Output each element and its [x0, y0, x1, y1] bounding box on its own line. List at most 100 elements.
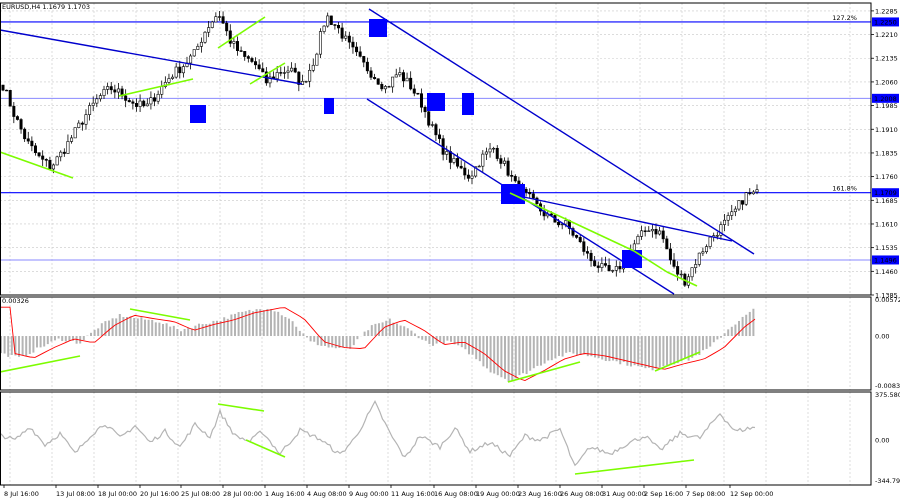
candle-body[interactable]	[434, 124, 438, 136]
candle-body[interactable]	[322, 25, 326, 32]
candle-body[interactable]	[355, 46, 359, 53]
candle-body[interactable]	[412, 88, 416, 94]
candle-body[interactable]	[380, 83, 384, 90]
candle-body[interactable]	[297, 71, 301, 85]
candle-body[interactable]	[149, 97, 153, 105]
candle-body[interactable]	[409, 77, 413, 90]
candle-body[interactable]	[362, 56, 366, 63]
candle-body[interactable]	[650, 228, 654, 232]
candle-body[interactable]	[171, 76, 175, 79]
candle-body[interactable]	[423, 106, 427, 113]
candle-body[interactable]	[481, 153, 485, 167]
candle-body[interactable]	[66, 141, 70, 154]
candle-body[interactable]	[268, 76, 272, 84]
candle-body[interactable]	[387, 86, 391, 88]
candle-body[interactable]	[235, 41, 239, 51]
candle-body[interactable]	[726, 215, 730, 221]
candle-body[interactable]	[225, 22, 229, 32]
candle-body[interactable]	[239, 50, 243, 52]
candle-body[interactable]	[192, 49, 196, 57]
candle-body[interactable]	[391, 76, 395, 88]
candle-body[interactable]	[643, 230, 647, 232]
candle-body[interactable]	[502, 160, 506, 164]
candle-body[interactable]	[232, 41, 236, 44]
candle-body[interactable]	[719, 224, 723, 236]
candle-body[interactable]	[470, 175, 474, 179]
candle-body[interactable]	[748, 192, 752, 195]
candle-body[interactable]	[189, 55, 193, 64]
candle-body[interactable]	[153, 97, 157, 102]
candle-body[interactable]	[535, 197, 539, 205]
candle-body[interactable]	[95, 98, 99, 104]
candle-body[interactable]	[488, 148, 492, 153]
candle-body[interactable]	[286, 70, 290, 73]
candle-body[interactable]	[127, 100, 131, 103]
candle-body[interactable]	[463, 167, 467, 176]
candle-body[interactable]	[708, 236, 712, 247]
candle-body[interactable]	[311, 64, 315, 71]
candle-body[interactable]	[704, 246, 708, 253]
candle-body[interactable]	[337, 25, 341, 29]
candle-body[interactable]	[102, 89, 106, 96]
candle-body[interactable]	[654, 228, 658, 235]
candle-body[interactable]	[55, 156, 59, 166]
candle-body[interactable]	[733, 208, 737, 213]
candle-body[interactable]	[495, 147, 499, 159]
trend-line-0[interactable]	[0, 29, 303, 85]
candle-body[interactable]	[737, 200, 741, 210]
divergence-line-6[interactable]	[666, 271, 698, 287]
candle-body[interactable]	[210, 21, 214, 28]
candle-body[interactable]	[91, 102, 95, 106]
candle-body[interactable]	[131, 101, 135, 104]
candle-body[interactable]	[181, 66, 185, 74]
candle-body[interactable]	[531, 193, 535, 199]
candle-body[interactable]	[33, 145, 37, 154]
candle-body[interactable]	[73, 127, 77, 139]
candle-body[interactable]	[513, 176, 517, 182]
candle-body[interactable]	[26, 138, 30, 142]
candle-body[interactable]	[640, 230, 644, 237]
candle-body[interactable]	[290, 67, 294, 72]
divergence-line-1[interactable]	[118, 78, 194, 97]
candle-body[interactable]	[8, 90, 12, 107]
candle-body[interactable]	[257, 64, 261, 69]
candle-body[interactable]	[246, 56, 250, 59]
candle-body[interactable]	[282, 72, 286, 74]
candle-body[interactable]	[582, 241, 586, 252]
candle-body[interactable]	[261, 68, 265, 73]
candle-body[interactable]	[124, 95, 128, 101]
candle-body[interactable]	[593, 260, 597, 267]
candle-body[interactable]	[585, 251, 589, 254]
candle-body[interactable]	[618, 266, 622, 270]
candle-body[interactable]	[730, 211, 734, 216]
candle-body[interactable]	[668, 248, 672, 261]
candle-body[interactable]	[300, 81, 304, 85]
candle-body[interactable]	[326, 15, 330, 27]
candle-body[interactable]	[369, 70, 373, 78]
candle-body[interactable]	[15, 116, 19, 120]
candle-body[interactable]	[506, 160, 510, 176]
candle-body[interactable]	[351, 41, 355, 48]
candle-body[interactable]	[416, 92, 420, 95]
candle-body[interactable]	[672, 259, 676, 267]
candle-body[interactable]	[293, 67, 297, 73]
candle-body[interactable]	[203, 31, 207, 43]
candle-body[interactable]	[575, 235, 579, 238]
candle-body[interactable]	[477, 165, 481, 168]
candle-body[interactable]	[41, 155, 45, 160]
candle-body[interactable]	[398, 72, 402, 76]
candle-body[interactable]	[658, 230, 662, 235]
candle-body[interactable]	[373, 77, 377, 80]
candle-body[interactable]	[178, 66, 182, 74]
candle-body[interactable]	[510, 175, 514, 177]
candle-body[interactable]	[116, 88, 120, 93]
candle-body[interactable]	[275, 72, 279, 79]
candle-body[interactable]	[329, 15, 333, 25]
candle-body[interactable]	[254, 61, 258, 66]
divergence-line-4[interactable]	[509, 192, 635, 252]
candle-body[interactable]	[214, 16, 218, 23]
candle-body[interactable]	[571, 228, 575, 236]
candle-body[interactable]	[427, 111, 431, 126]
candle-body[interactable]	[228, 30, 232, 44]
candle-body[interactable]	[30, 140, 34, 147]
